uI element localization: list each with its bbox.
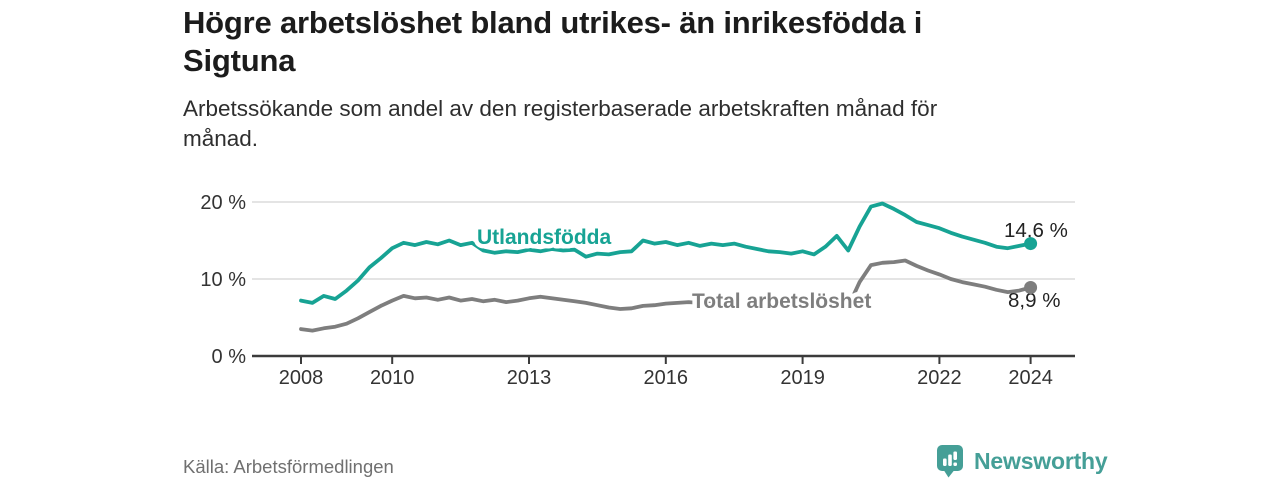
grid-layer: 0 % 10 % 20 % (200, 192, 1075, 368)
dots-layer (1024, 237, 1038, 294)
newsworthy-logo-icon (937, 445, 963, 478)
axis-layer: 2008 2010 2013 2016 2019 2022 2024 (252, 354, 1075, 389)
x-axis-label-2019: 2019 (780, 367, 825, 389)
line-series-0 (299, 201, 1033, 305)
end-value-label-utlandsfodda: 14,6 % (1004, 219, 1068, 242)
x-axis-label-2013: 2013 (507, 367, 552, 389)
line-series-1 (299, 258, 1033, 333)
x-axis-label-2008: 2008 (279, 367, 324, 389)
x-axis-label-2010: 2010 (370, 367, 415, 389)
label-layer: Utlandsfödda Total arbetslöshet 14,6 % 8… (473, 219, 1068, 318)
x-axis-label-2022: 2022 (917, 367, 962, 389)
end-dot-series-0 (1024, 237, 1038, 251)
newsworthy-wordmark: Newsworthy (974, 447, 1108, 474)
series-layer (299, 201, 1033, 333)
page-subtitle: Arbetssökande som andel av den registerb… (183, 96, 938, 151)
series-label-total-arbetsloshet: Total arbetslöshet (692, 290, 871, 313)
newsworthy-brand: Newsworthy (936, 444, 1108, 478)
y-axis-label-0: 0 % (212, 346, 247, 368)
series-label-utlandsfodda: Utlandsfödda (477, 226, 611, 249)
x-axis-label-2016: 2016 (644, 367, 689, 389)
x-axis-label-2024: 2024 (1008, 367, 1053, 389)
end-dot-series-1 (1024, 280, 1038, 294)
y-axis-label-20: 20 % (200, 192, 246, 214)
source-caption: Källa: Arbetsförmedlingen (183, 456, 394, 477)
y-axis-label-10: 10 % (200, 269, 246, 291)
end-value-label-total: 8,9 % (1008, 289, 1060, 312)
page-title: Högre arbetslöshet bland utrikes- än inr… (183, 5, 923, 78)
